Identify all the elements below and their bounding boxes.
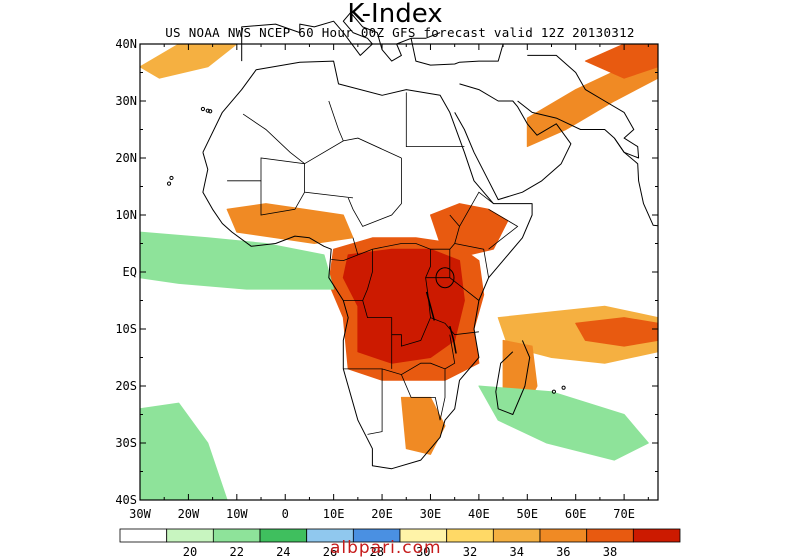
island-0: [205, 108, 210, 113]
border-3: [347, 158, 402, 227]
island-2: [200, 106, 206, 112]
colorbar-swatch: [166, 528, 214, 543]
continent-outlines: [166, 12, 659, 470]
colorbar-swatch: [446, 528, 494, 543]
lon-label: 30W: [129, 507, 151, 521]
lon-label: 60E: [565, 507, 587, 521]
lon-label: 20E: [371, 507, 393, 521]
colorbar-swatch: [586, 528, 634, 543]
colorbar-label: 28: [369, 545, 383, 559]
lat-label: 40S: [115, 493, 137, 507]
border-18: [401, 374, 441, 421]
border-12: [454, 243, 489, 278]
lat-label: 40N: [115, 37, 137, 51]
lon-label: 70E: [613, 507, 635, 521]
border-16: [343, 362, 446, 421]
chart-title: K-Index: [347, 0, 443, 29]
india-outline: [613, 137, 659, 227]
island-4: [169, 175, 174, 181]
africa-outline: [202, 60, 533, 470]
border-13: [459, 191, 494, 227]
colorbar-label: 36: [556, 545, 570, 559]
lat-label: 10N: [115, 208, 137, 222]
border-7: [331, 254, 359, 262]
colorbar-label: 34: [509, 545, 523, 559]
iran-outline: [517, 54, 640, 159]
watermark: albpari.com: [330, 538, 442, 558]
field-mediterranean-north: [139, 43, 238, 79]
island-3: [166, 181, 172, 186]
border-1: [328, 100, 344, 142]
border-6: [352, 214, 460, 256]
lat-label: 10S: [115, 322, 137, 336]
field-southeast-ocean: [478, 385, 649, 461]
border-15: [430, 317, 479, 336]
island-6: [551, 389, 557, 394]
border-9: [362, 249, 431, 347]
field-atlantic-band-edge: [139, 231, 335, 290]
lat-label: 30N: [115, 94, 137, 108]
turkey-outline: [410, 38, 504, 66]
colorbar-swatch: [492, 528, 541, 543]
madagascar-outline: [495, 340, 531, 415]
lon-label: 0: [282, 507, 289, 521]
chart-subtitle: US NOAA NWS NCEP 60 Hour 00Z GFS forecas…: [165, 25, 635, 40]
colorbar-label: 20: [183, 545, 197, 559]
lon-label: 50E: [516, 507, 538, 521]
colorbar-swatch: [119, 528, 168, 543]
border-14: [488, 208, 519, 250]
lat-label: 30S: [115, 436, 137, 450]
arabia-outline: [454, 83, 572, 201]
colorbar-label: 38: [603, 545, 617, 559]
island-5: [561, 385, 566, 390]
colorbar-label: 32: [463, 545, 477, 559]
colorbar-label: 30: [416, 545, 430, 559]
lat-label: 20N: [115, 151, 137, 165]
border-4: [227, 157, 354, 199]
lon-label: 40E: [468, 507, 490, 521]
colorbar-swatch: [632, 528, 681, 543]
border-5: [260, 180, 305, 216]
lat-label: EQ: [123, 265, 137, 279]
colorbar: 20 22 24 26 28 30 32 34 36 38: [119, 528, 681, 559]
colorbar-swatch: [259, 528, 308, 543]
colorbar-label: 24: [276, 545, 290, 559]
colorbar-swatch: [212, 528, 261, 543]
lon-label: 10E: [323, 507, 345, 521]
border-10: [425, 277, 480, 301]
k-index-fields: [139, 43, 659, 501]
colorbar-swatch: [539, 528, 588, 543]
colorbar-label: 22: [229, 545, 243, 559]
border-20: [444, 334, 456, 370]
colorbar-label: 26: [323, 545, 337, 559]
lat-label: 20S: [115, 379, 137, 393]
field-horn-africa: [430, 203, 509, 256]
border-17: [367, 368, 383, 435]
lon-label: 10W: [226, 507, 248, 521]
lon-label: 20W: [178, 507, 200, 521]
island-1: [208, 109, 213, 114]
lon-label: 30E: [420, 507, 442, 521]
border-8: [343, 249, 373, 301]
europe-outline: [241, 12, 441, 62]
field-central-africa-max: [342, 248, 465, 364]
border-2: [405, 92, 465, 148]
